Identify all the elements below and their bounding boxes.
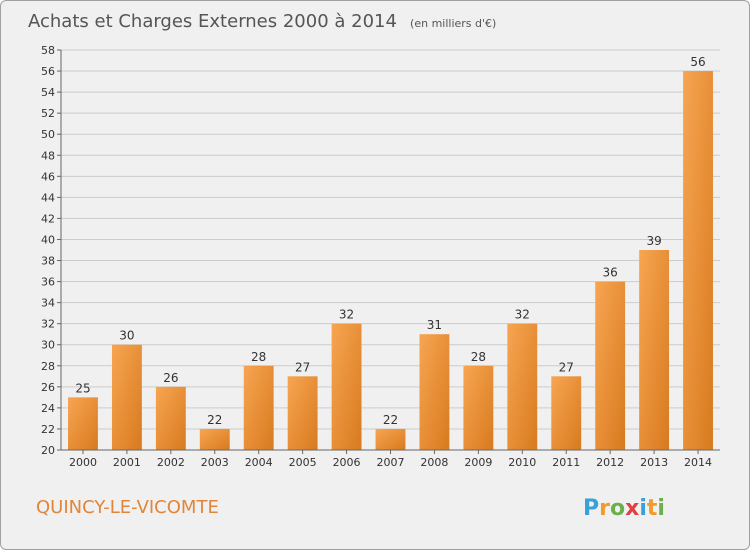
data-label: 28 xyxy=(471,350,486,364)
y-tick-label: 50 xyxy=(41,128,55,141)
bar xyxy=(375,428,406,450)
data-label: 27 xyxy=(559,360,574,374)
logo-letter: x xyxy=(625,496,639,521)
y-tick-label: 40 xyxy=(41,233,55,246)
x-tick-label: 2001 xyxy=(113,456,141,469)
x-tick-label: 2003 xyxy=(201,456,229,469)
y-tick-label: 42 xyxy=(41,212,55,225)
data-label: 32 xyxy=(515,308,530,322)
y-tick-label: 30 xyxy=(41,339,55,352)
data-label: 25 xyxy=(75,381,90,395)
bar xyxy=(419,334,450,450)
y-tick-label: 32 xyxy=(41,318,55,331)
x-tick-label: 2006 xyxy=(333,456,361,469)
data-label: 22 xyxy=(207,413,222,427)
y-tick-label: 46 xyxy=(41,170,55,183)
bar xyxy=(155,386,186,450)
logo-letter: P xyxy=(583,496,599,521)
y-tick-label: 20 xyxy=(41,444,55,457)
x-tick-label: 2008 xyxy=(420,456,448,469)
y-tick-label: 48 xyxy=(41,149,55,162)
bar xyxy=(287,376,318,450)
x-axis-ticks: 2000 2001 2002 2003 2004 2005 2006 2007 2008 2009… xyxy=(69,450,712,469)
chart-title-group: Achats et Charges Externes 2000 à 2014 (… xyxy=(28,11,496,32)
y-tick-label: 44 xyxy=(41,191,55,204)
data-label: 27 xyxy=(295,360,310,374)
bar xyxy=(331,323,362,450)
y-tick-label: 52 xyxy=(41,107,55,120)
bar xyxy=(507,323,538,450)
x-tick-label: 2013 xyxy=(640,456,668,469)
bar xyxy=(463,365,494,450)
x-tick-label: 2011 xyxy=(552,456,580,469)
data-label: 32 xyxy=(339,308,354,322)
x-tick-label: 2009 xyxy=(464,456,492,469)
data-label: 28 xyxy=(251,350,266,364)
logo-letter: t xyxy=(647,496,658,521)
data-label: 30 xyxy=(119,329,134,343)
y-axis-ticks: 20 22 24 26 28 30 32 34 36 38 40 42 44 46 48 50 52 54 56 58 xyxy=(41,44,61,457)
logo-letter: i xyxy=(639,496,647,521)
bar xyxy=(68,397,98,450)
y-tick-label: 28 xyxy=(41,360,55,373)
y-tick-label: 56 xyxy=(41,65,55,78)
bar xyxy=(683,71,713,450)
x-tick-label: 2004 xyxy=(245,456,273,469)
x-tick-label: 2002 xyxy=(157,456,185,469)
y-tick-label: 36 xyxy=(41,276,55,289)
x-tick-label: 2007 xyxy=(377,456,405,469)
y-tick-label: 38 xyxy=(41,255,55,268)
x-tick-label: 2012 xyxy=(596,456,624,469)
logo-letter: r xyxy=(599,496,610,521)
bar xyxy=(199,428,230,450)
y-tick-label: 26 xyxy=(41,381,55,394)
logo-letter: o xyxy=(610,496,625,521)
x-tick-label: 2000 xyxy=(69,456,97,469)
y-tick-label: 22 xyxy=(41,423,55,436)
y-tick-label: 34 xyxy=(41,297,55,310)
bar xyxy=(551,376,582,450)
bar xyxy=(639,250,670,450)
data-label: 26 xyxy=(163,371,178,385)
commune-name: QUINCY-LE-VICOMTE xyxy=(36,497,219,518)
chart-unit-note: (en milliers d'€) xyxy=(410,17,496,30)
data-label: 31 xyxy=(427,318,442,332)
data-label: 22 xyxy=(383,413,398,427)
bars: 25 30 26 22 28 27 32 22 31 28 32 27 36 39 56 xyxy=(68,55,713,450)
bar xyxy=(243,365,274,450)
x-tick-label: 2005 xyxy=(289,456,317,469)
x-tick-label: 2010 xyxy=(508,456,536,469)
proxiti-logo: Proxiti xyxy=(583,496,665,521)
x-tick-label: 2014 xyxy=(684,456,712,469)
data-label: 56 xyxy=(690,55,705,69)
chart-title: Achats et Charges Externes 2000 à 2014 xyxy=(28,11,397,32)
y-tick-label: 24 xyxy=(41,402,55,415)
bar xyxy=(111,344,142,450)
logo-letter: i xyxy=(657,496,665,521)
data-label: 39 xyxy=(646,234,661,248)
data-label: 36 xyxy=(603,266,618,280)
bar xyxy=(595,281,626,450)
y-tick-label: 58 xyxy=(41,44,55,57)
y-tick-label: 54 xyxy=(41,86,55,99)
